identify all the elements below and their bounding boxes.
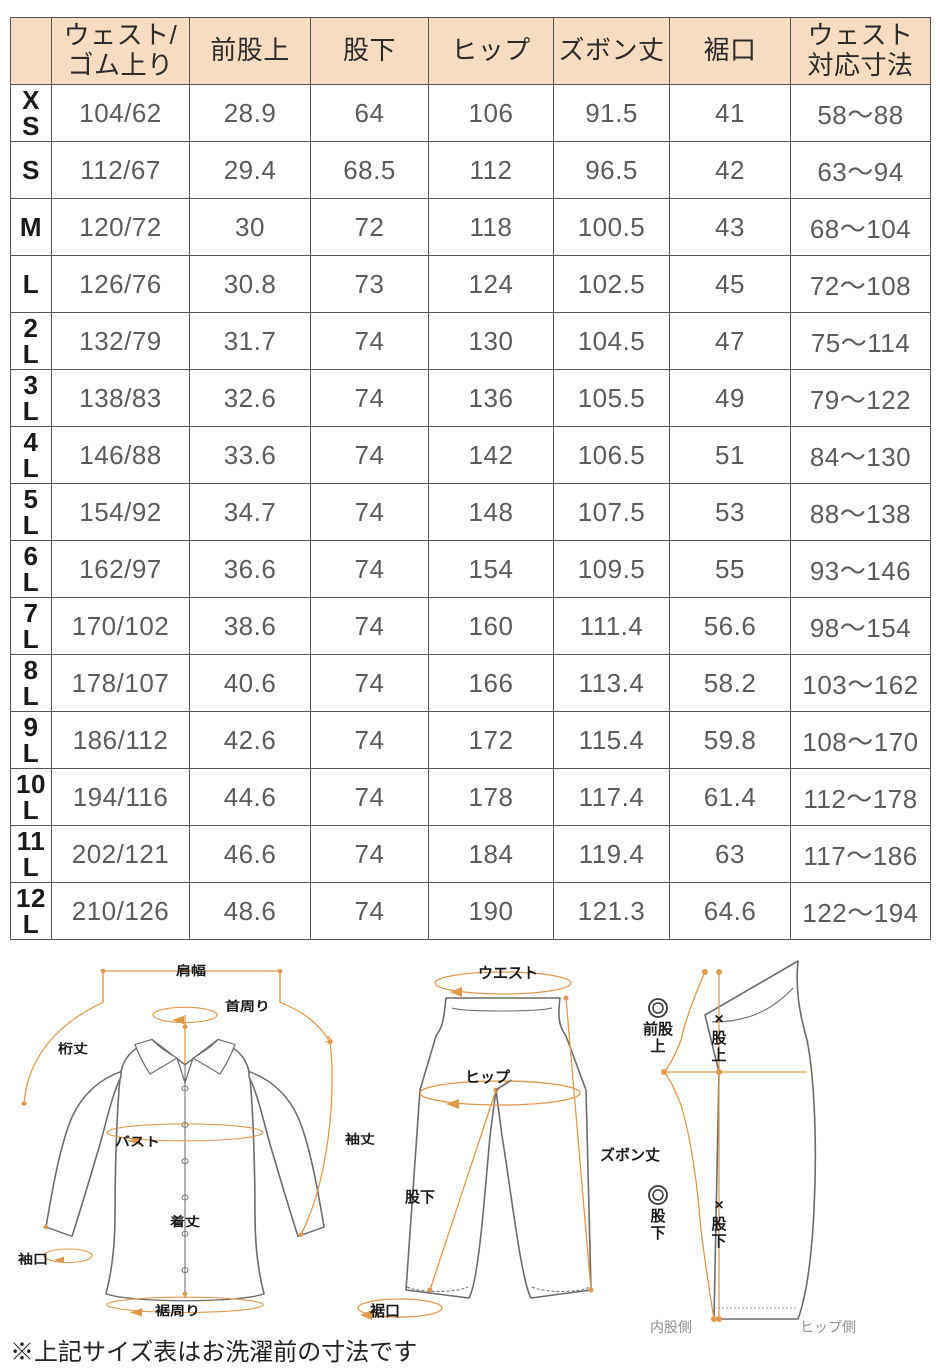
svg-text:上: 上 (711, 1047, 726, 1064)
svg-text:着丈: 着丈 (169, 1214, 200, 1229)
svg-text:上: 上 (650, 1038, 665, 1055)
svg-text:股: 股 (711, 1030, 727, 1047)
svg-text:ズボン丈: ズボン丈 (600, 1146, 660, 1164)
svg-text:股下: 股下 (405, 1189, 435, 1206)
svg-text:首周り: 首周り (225, 999, 270, 1014)
svg-text:肩幅: 肩幅 (176, 963, 206, 978)
svg-text:前股: 前股 (643, 1020, 674, 1038)
svg-text:ウエスト: ウエスト (478, 965, 538, 982)
svg-text:内股側: 内股側 (650, 1319, 692, 1335)
svg-text:袖口: 袖口 (18, 1251, 48, 1266)
svg-text:×: × (714, 1011, 723, 1028)
svg-text:ヒップ側: ヒップ側 (800, 1319, 856, 1335)
svg-text:裾口: 裾口 (370, 1302, 400, 1320)
svg-text:袖丈: 袖丈 (345, 1132, 375, 1147)
svg-text:ヒップ: ヒップ (465, 1069, 511, 1086)
svg-text:桁丈: 桁丈 (58, 1041, 88, 1056)
svg-text:股: 股 (650, 1208, 666, 1225)
svg-text:下: 下 (711, 1233, 726, 1250)
svg-text:股: 股 (711, 1216, 727, 1233)
svg-text:×: × (714, 1197, 723, 1214)
svg-text:下: 下 (650, 1225, 665, 1242)
svg-text:バスト: バスト (115, 1134, 160, 1149)
svg-text:裾周り: 裾周り (155, 1303, 200, 1318)
